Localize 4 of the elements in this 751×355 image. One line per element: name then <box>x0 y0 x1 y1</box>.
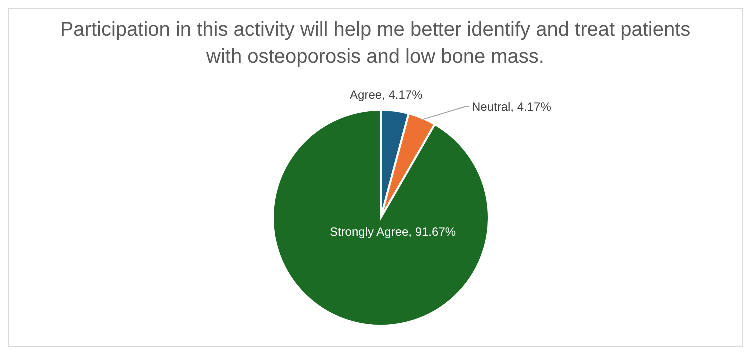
slice-label: Strongly Agree, 91.67% <box>330 225 456 239</box>
slice-label: Agree, 4.17% <box>350 88 424 102</box>
chart-title: Participation in this activity will help me better identify and treat patients with osteoporosis and low bone mass. <box>59 18 692 70</box>
slice-label: Neutral, 4.17% <box>472 100 552 114</box>
